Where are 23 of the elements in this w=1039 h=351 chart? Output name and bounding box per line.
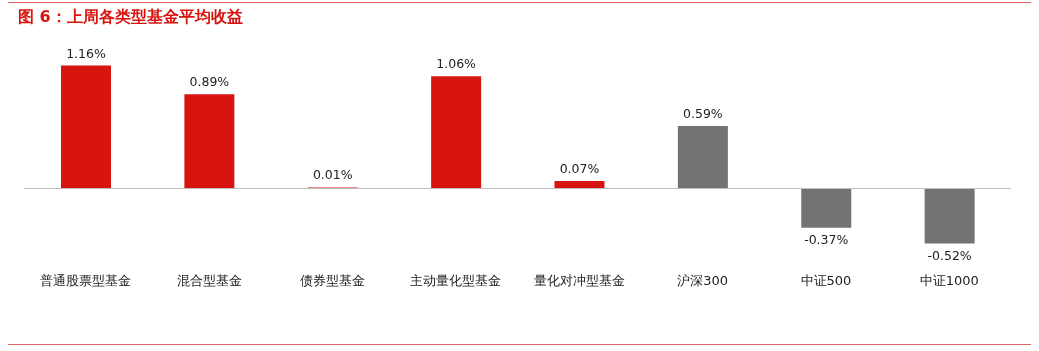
x-tick-label: 中证1000 [919, 273, 979, 289]
x-tick-label: 主动量化型基金 [410, 273, 502, 289]
data-label: 0.01% [312, 167, 353, 183]
x-tick-label: 量化对冲型基金 [533, 273, 625, 289]
data-label: -0.52% [927, 247, 972, 263]
bar [61, 65, 111, 189]
bar [677, 125, 728, 189]
data-label: 1.16% [66, 45, 106, 61]
bar [801, 188, 852, 228]
bar [184, 94, 235, 189]
data-label: 0.89% [189, 74, 230, 90]
data-label: 1.06% [436, 56, 477, 72]
x-tick-label: 中证500 [800, 273, 852, 289]
x-tick-label: 混合型基金 [176, 273, 242, 289]
bar [431, 76, 482, 189]
x-tick-label: 沪深300 [677, 273, 728, 289]
x-tick-label: 普通股票型基金 [40, 273, 132, 289]
x-tick-label: 债券型基金 [299, 273, 365, 289]
chart-title: 图 6：上周各类型基金平均收益 [17, 7, 244, 28]
data-label: 0.07% [559, 161, 600, 177]
data-label: -0.37% [804, 231, 849, 247]
bar [924, 188, 975, 244]
data-label: 0.59% [683, 105, 723, 121]
